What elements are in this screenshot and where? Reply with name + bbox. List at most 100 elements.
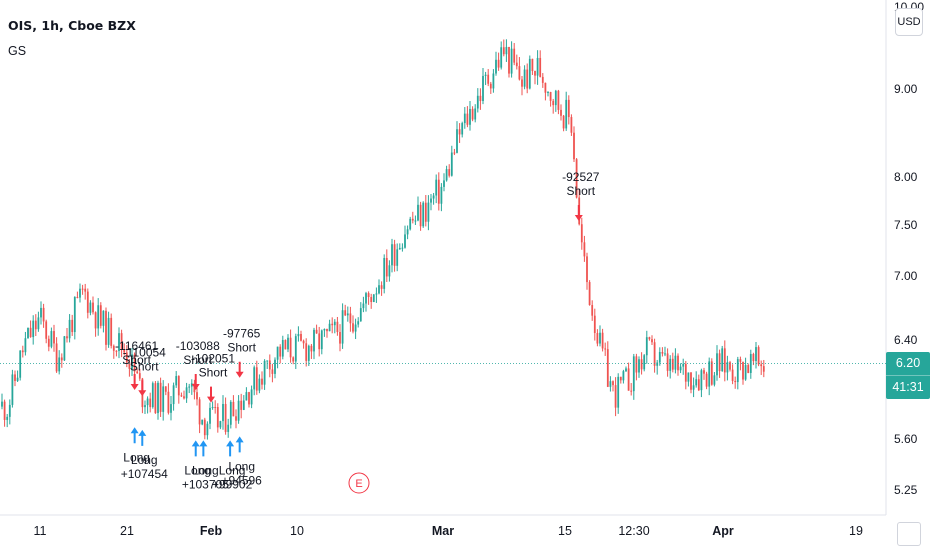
candle-body <box>225 404 227 432</box>
candle-body <box>147 399 149 406</box>
long-arrow-icon <box>236 436 244 452</box>
candle-body <box>524 70 526 87</box>
candle-body <box>40 308 42 318</box>
candle-body <box>144 405 146 407</box>
candle-body <box>625 368 627 371</box>
candle-body <box>188 387 190 388</box>
candle-body <box>716 353 718 375</box>
candle-body <box>35 321 37 330</box>
candle-body <box>79 289 81 298</box>
candle-body <box>71 320 73 332</box>
candle-body <box>17 378 19 381</box>
long-signal-pnl: +99902 <box>212 477 253 491</box>
candle-body <box>745 365 747 379</box>
candle-body <box>391 244 393 265</box>
candle-body <box>64 336 66 360</box>
candle-body <box>685 364 687 382</box>
candle-body <box>277 347 279 360</box>
price-axis-label: 8.00 <box>894 170 918 184</box>
candle-body <box>27 328 29 338</box>
candle-body <box>628 368 630 390</box>
candle-body <box>747 365 749 373</box>
candle-body <box>373 295 375 303</box>
candle-body <box>454 153 456 154</box>
short-arrow-icon <box>236 362 244 378</box>
candle-body <box>407 229 409 234</box>
long-signal-pnl: +107454 <box>121 467 168 481</box>
short-signal-label: Short <box>227 341 256 355</box>
price-axis-label: 5.25 <box>894 483 918 497</box>
study-label[interactable]: GS <box>8 44 26 58</box>
candle-body <box>643 355 645 369</box>
candle-body <box>654 342 656 366</box>
candle-body <box>12 374 14 404</box>
candle-body <box>248 392 250 404</box>
candle-body <box>529 59 531 89</box>
candle-body <box>355 325 357 332</box>
candle-body <box>363 304 365 309</box>
currency-button[interactable]: USD <box>895 8 923 36</box>
long-arrow-icon <box>192 440 200 456</box>
price-axis-label: 5.60 <box>894 432 918 446</box>
candle-body <box>48 339 50 347</box>
candle-body <box>425 203 427 222</box>
candle-body <box>563 116 565 129</box>
candle-body <box>290 338 292 358</box>
short-arrow-icon <box>131 374 139 390</box>
candle-body <box>53 331 55 343</box>
candle-body <box>175 376 177 385</box>
candle-body <box>402 248 404 249</box>
candle-body <box>415 220 417 221</box>
candle-body <box>420 205 422 226</box>
time-axis-label: 15 <box>558 524 572 538</box>
candle-body <box>565 100 567 129</box>
candle-body <box>586 256 588 282</box>
candle-body <box>680 367 682 371</box>
candle-body <box>698 379 700 390</box>
candle-body <box>259 379 261 391</box>
candle-body <box>547 92 549 93</box>
candle-body <box>87 292 89 313</box>
candle-body <box>305 343 307 361</box>
candle-body <box>521 79 523 86</box>
candle-body <box>51 331 53 347</box>
candle-body <box>477 96 479 109</box>
candle-body <box>303 341 305 344</box>
candle-body <box>456 129 458 153</box>
candle-body <box>737 359 739 382</box>
candle-body <box>209 408 211 424</box>
candle-body <box>604 348 606 349</box>
time-axis-label: Mar <box>432 524 454 538</box>
chart-title[interactable]: OIS, 1h, Cboe BZX <box>8 18 136 33</box>
candle-body <box>664 353 666 354</box>
candle-body <box>152 383 154 407</box>
candle-body <box>220 421 222 427</box>
candle-body <box>6 417 8 420</box>
candle-body <box>331 324 333 325</box>
short-signal-label: Short <box>566 184 595 198</box>
candle-body <box>207 424 209 435</box>
long-arrow-icon <box>226 440 234 456</box>
candle-body <box>217 407 219 427</box>
candle-body <box>516 63 518 67</box>
candle-body <box>438 180 440 204</box>
bar-countdown: 41:31 <box>886 375 930 399</box>
candle-body <box>560 110 562 116</box>
candle-body <box>487 75 489 84</box>
candle-body <box>56 343 58 371</box>
candle-body <box>43 308 45 322</box>
candle-body <box>581 224 583 242</box>
candle-body <box>389 265 391 276</box>
candle-body <box>734 381 736 382</box>
scroll-to-realtime-button[interactable] <box>897 522 921 546</box>
candle-body <box>532 59 534 71</box>
long-arrow-icon <box>199 440 207 456</box>
time-axis-label: Apr <box>712 524 734 538</box>
candle-body <box>690 373 692 390</box>
candle-body <box>714 375 716 384</box>
candle-body <box>66 336 68 338</box>
candle-body <box>490 84 492 89</box>
candle-body <box>196 392 198 399</box>
candle-body <box>485 75 487 76</box>
